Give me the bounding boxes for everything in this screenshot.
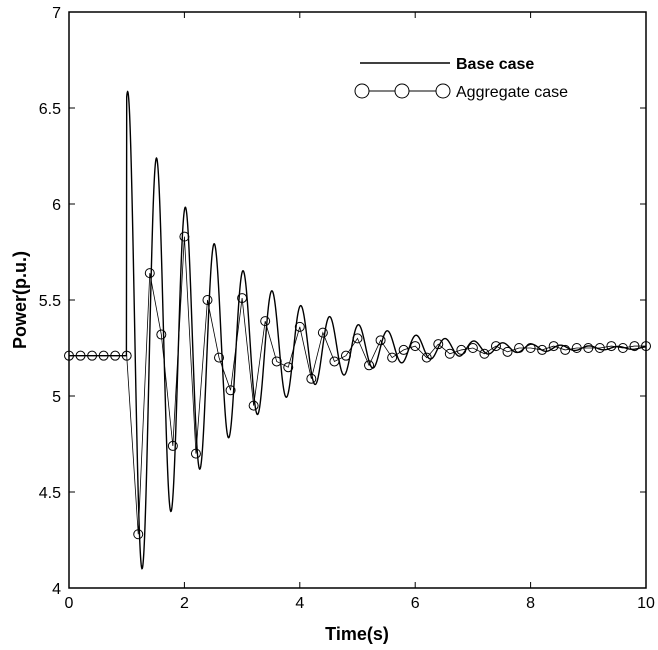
x-tick-label: 4 <box>295 595 304 612</box>
series-aggregate-case-line <box>69 236 646 535</box>
aggregate-case-point <box>479 348 490 359</box>
aggregate-case-point <box>410 341 421 352</box>
aggregate-case-point <box>237 293 248 304</box>
y-tick-label: 6.5 <box>39 101 61 118</box>
y-tick-label: 4 <box>52 581 61 598</box>
x-tick-label: 0 <box>65 595 74 612</box>
aggregate-case-point <box>364 360 375 371</box>
x-tick-label: 2 <box>180 595 189 612</box>
aggregate-case-point <box>490 341 501 352</box>
aggregate-case-point <box>537 344 548 355</box>
y-tick-label: 5.5 <box>39 293 61 310</box>
y-tick-label: 5 <box>52 389 61 406</box>
aggregate-case-point <box>594 343 605 353</box>
aggregate-case-point <box>179 231 190 242</box>
aggregate-case-point <box>306 373 317 384</box>
legend-aggregate-label: Aggregate case <box>456 84 568 101</box>
aggregate-case-point <box>583 343 594 353</box>
aggregate-case-point <box>525 343 536 353</box>
aggregate-case-point <box>398 344 409 355</box>
aggregate-case-point <box>606 341 617 352</box>
aggregate-case-point <box>387 352 398 363</box>
aggregate-case-point <box>225 385 236 396</box>
aggregate-case-point <box>283 362 294 373</box>
plot-frame <box>68 11 647 589</box>
aggregate-case-point <box>502 346 513 357</box>
legend-aggregate-marker <box>435 83 451 99</box>
aggregate-case-point <box>202 295 213 305</box>
aggregate-case-point <box>98 350 109 361</box>
aggregate-case-point <box>375 335 386 346</box>
aggregate-case-point <box>167 440 178 451</box>
aggregate-case-point <box>329 356 340 367</box>
series-base-case-line <box>69 90 647 570</box>
x-tick-label: 6 <box>411 595 420 612</box>
aggregate-case-point <box>444 348 455 359</box>
aggregate-case-point <box>190 448 201 459</box>
aggregate-case-point <box>433 339 444 350</box>
aggregate-case-point <box>629 341 640 352</box>
legend-aggregate-marker <box>354 83 370 99</box>
legend: Base case Aggregate case <box>354 56 568 101</box>
aggregate-case-point <box>248 400 259 411</box>
aggregate-case-point <box>144 268 155 279</box>
aggregate-case-point <box>560 344 571 355</box>
aggregate-case-point <box>617 343 628 353</box>
y-axis-title: Power(p.u.) <box>10 251 30 349</box>
aggregate-case-point <box>421 352 432 363</box>
aggregate-case-point <box>110 350 121 361</box>
y-tick-label: 7 <box>52 5 61 22</box>
x-axis-title: Time(s) <box>325 624 389 644</box>
aggregate-case-point <box>548 341 559 352</box>
aggregate-case-point <box>75 350 86 361</box>
aggregate-case-point <box>271 356 282 367</box>
x-tick-label: 8 <box>526 595 535 612</box>
aggregate-case-point <box>456 344 467 355</box>
legend-aggregate-marker <box>394 83 410 99</box>
aggregate-case-point <box>352 333 363 344</box>
aggregate-case-point <box>467 343 478 353</box>
aggregate-case-point <box>340 350 351 361</box>
aggregate-case-point <box>121 350 132 361</box>
aggregate-case-point <box>133 529 144 540</box>
legend-base-label: Base case <box>456 56 534 73</box>
series-layer <box>64 90 651 570</box>
aggregate-case-point <box>87 350 98 361</box>
y-tick-label: 4.5 <box>39 485 61 502</box>
aggregate-case-point <box>260 316 271 327</box>
aggregate-case-point <box>514 343 525 353</box>
aggregate-case-point <box>156 329 167 340</box>
aggregate-case-point <box>294 321 305 332</box>
y-tick-label: 6 <box>52 197 61 214</box>
aggregate-case-point <box>214 352 225 363</box>
aggregate-case-point <box>571 343 582 353</box>
x-tick-label: 10 <box>637 595 655 612</box>
aggregate-case-point <box>317 327 328 338</box>
